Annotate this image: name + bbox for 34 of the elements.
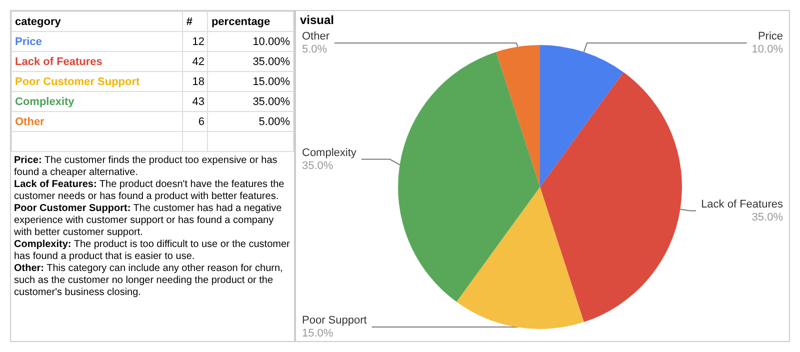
data-label: 18 [182, 72, 208, 92]
slice-label: Other [302, 30, 330, 42]
category-label: Price [12, 32, 183, 52]
data-label: 15.00% [208, 72, 294, 92]
data-label: 6 [182, 112, 208, 132]
data-label: 5.0% [302, 44, 328, 56]
data-label: 10.0% [752, 44, 784, 56]
category-label: Poor Customer Support [12, 72, 183, 92]
category-label: Other [12, 112, 183, 132]
text: Complexity: The product is too difficult to use or the customer has found a product that is easier to use. [14, 239, 291, 263]
data-label: 35.0% [302, 160, 334, 172]
slice-label: Poor Support [302, 314, 367, 326]
data-label: 43 [182, 92, 208, 112]
data-label: 35.00% [208, 52, 294, 72]
text: Lack of Features: The product doesn't have the features the customer needs or has found a product with better features. [14, 179, 286, 203]
text: # [182, 12, 208, 32]
slice-label: Price [758, 30, 783, 42]
data-label: 35.00% [208, 92, 294, 112]
text: Poor Customer Support: The customer has had a negative experience with customer support or has found a company with better customer support. [14, 203, 283, 239]
text: Other: This category can include any other reason for churn, such as the customer no longer needing the product or the customer's business closing. [14, 263, 284, 299]
data-label: 10.00% [208, 32, 294, 52]
slice-label: Lack of Features [701, 198, 784, 210]
legend-label: percentage [208, 12, 294, 32]
category-label: Complexity [12, 92, 183, 112]
chart-title: visual [300, 13, 334, 27]
data-label: 12 [182, 32, 208, 52]
text: Price: The customer finds the product too expensive or has found a cheaper alternative. [14, 155, 278, 179]
category-label: Lack of Features [12, 52, 183, 72]
data-label: 35.0% [752, 211, 784, 224]
data-label: 42 [182, 52, 208, 72]
data-label: 15.0% [302, 328, 334, 340]
text: category [12, 12, 183, 32]
data-label: 5.00% [208, 112, 294, 132]
slice-label: Complexity [302, 146, 357, 159]
